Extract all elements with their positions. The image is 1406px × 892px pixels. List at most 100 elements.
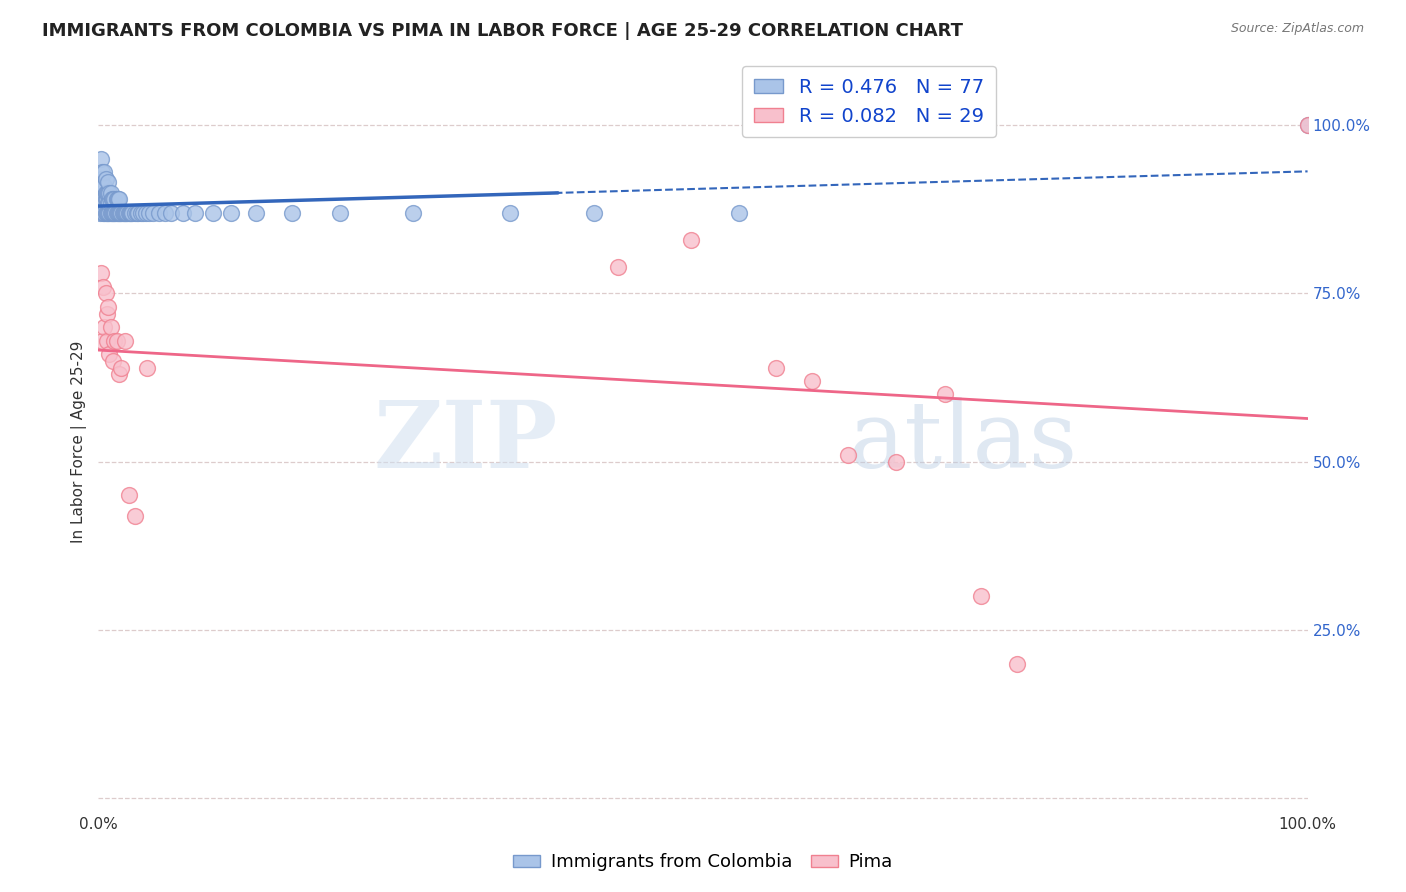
Point xyxy=(96,186,118,200)
Point xyxy=(94,286,117,301)
Point xyxy=(135,360,157,375)
Point xyxy=(108,205,131,219)
Point xyxy=(221,205,243,219)
Point xyxy=(91,205,114,219)
Point xyxy=(679,233,702,247)
Point xyxy=(90,266,112,280)
Point xyxy=(91,178,114,193)
Point xyxy=(103,334,125,348)
Point xyxy=(91,165,114,179)
Point xyxy=(94,186,117,200)
Point xyxy=(114,334,136,348)
Point xyxy=(90,152,112,166)
Point xyxy=(607,260,630,274)
Point xyxy=(98,205,121,219)
Point xyxy=(107,192,129,206)
Point xyxy=(121,205,143,219)
Point xyxy=(112,205,135,219)
Point xyxy=(96,192,118,206)
Point xyxy=(108,368,131,382)
Point xyxy=(90,172,112,186)
Point xyxy=(498,205,520,219)
Point xyxy=(114,205,136,219)
Point xyxy=(97,176,120,190)
Point xyxy=(281,205,304,219)
Point xyxy=(583,205,606,219)
Point xyxy=(135,205,157,219)
Point xyxy=(97,186,120,200)
Point xyxy=(1296,118,1319,132)
Point xyxy=(93,178,115,193)
Point xyxy=(91,199,114,213)
Point xyxy=(970,590,993,604)
Point xyxy=(91,279,114,293)
Point xyxy=(110,360,132,375)
Point xyxy=(100,205,122,219)
Point xyxy=(127,205,149,219)
Point xyxy=(117,205,139,219)
Text: Source: ZipAtlas.com: Source: ZipAtlas.com xyxy=(1230,22,1364,36)
Point xyxy=(245,205,267,219)
Point xyxy=(101,205,124,219)
Point xyxy=(100,195,122,210)
Point xyxy=(93,320,115,334)
Point xyxy=(118,205,141,219)
Point xyxy=(94,192,117,206)
Point xyxy=(124,205,146,219)
Point xyxy=(100,320,122,334)
Point xyxy=(132,205,155,219)
Point xyxy=(91,192,114,206)
Point xyxy=(97,300,120,314)
Point xyxy=(91,186,114,200)
Point xyxy=(118,488,141,502)
Point xyxy=(101,192,124,206)
Point xyxy=(172,205,194,219)
Point xyxy=(94,172,117,186)
Point xyxy=(402,205,425,219)
Point xyxy=(765,360,787,375)
Point xyxy=(127,205,149,219)
Point xyxy=(100,186,122,200)
Point xyxy=(96,205,118,219)
Point xyxy=(148,205,170,219)
Point xyxy=(202,205,225,219)
Point xyxy=(118,205,141,219)
Point xyxy=(91,334,114,348)
Text: atlas: atlas xyxy=(848,397,1077,486)
Point xyxy=(184,205,207,219)
Point xyxy=(105,334,128,348)
Point xyxy=(142,205,165,219)
Point xyxy=(105,205,128,219)
Point xyxy=(111,205,134,219)
Point xyxy=(93,165,115,179)
Point xyxy=(101,353,124,368)
Point xyxy=(886,455,908,469)
Point xyxy=(153,205,176,219)
Point xyxy=(103,192,125,206)
Point xyxy=(800,374,823,388)
Point xyxy=(1296,118,1319,132)
Legend: Immigrants from Colombia, Pima: Immigrants from Colombia, Pima xyxy=(506,847,900,879)
Point xyxy=(160,205,183,219)
Point xyxy=(329,205,352,219)
Point xyxy=(115,205,138,219)
Point xyxy=(98,347,121,361)
Point xyxy=(110,205,132,219)
Point xyxy=(837,448,859,462)
Point xyxy=(94,205,117,219)
Point xyxy=(108,192,131,206)
Point xyxy=(104,205,127,219)
Point xyxy=(98,195,121,210)
Text: IMMIGRANTS FROM COLOMBIA VS PIMA IN LABOR FORCE | AGE 25-29 CORRELATION CHART: IMMIGRANTS FROM COLOMBIA VS PIMA IN LABO… xyxy=(42,22,963,40)
Point xyxy=(100,205,122,219)
Legend: R = 0.476   N = 77, R = 0.082   N = 29: R = 0.476 N = 77, R = 0.082 N = 29 xyxy=(742,66,995,137)
Point xyxy=(108,205,131,219)
Point xyxy=(107,205,129,219)
Point xyxy=(93,205,115,219)
Point xyxy=(98,186,121,200)
Point xyxy=(728,205,751,219)
Point xyxy=(100,192,122,206)
Point xyxy=(124,508,146,523)
Point xyxy=(96,307,118,321)
Point xyxy=(120,205,142,219)
